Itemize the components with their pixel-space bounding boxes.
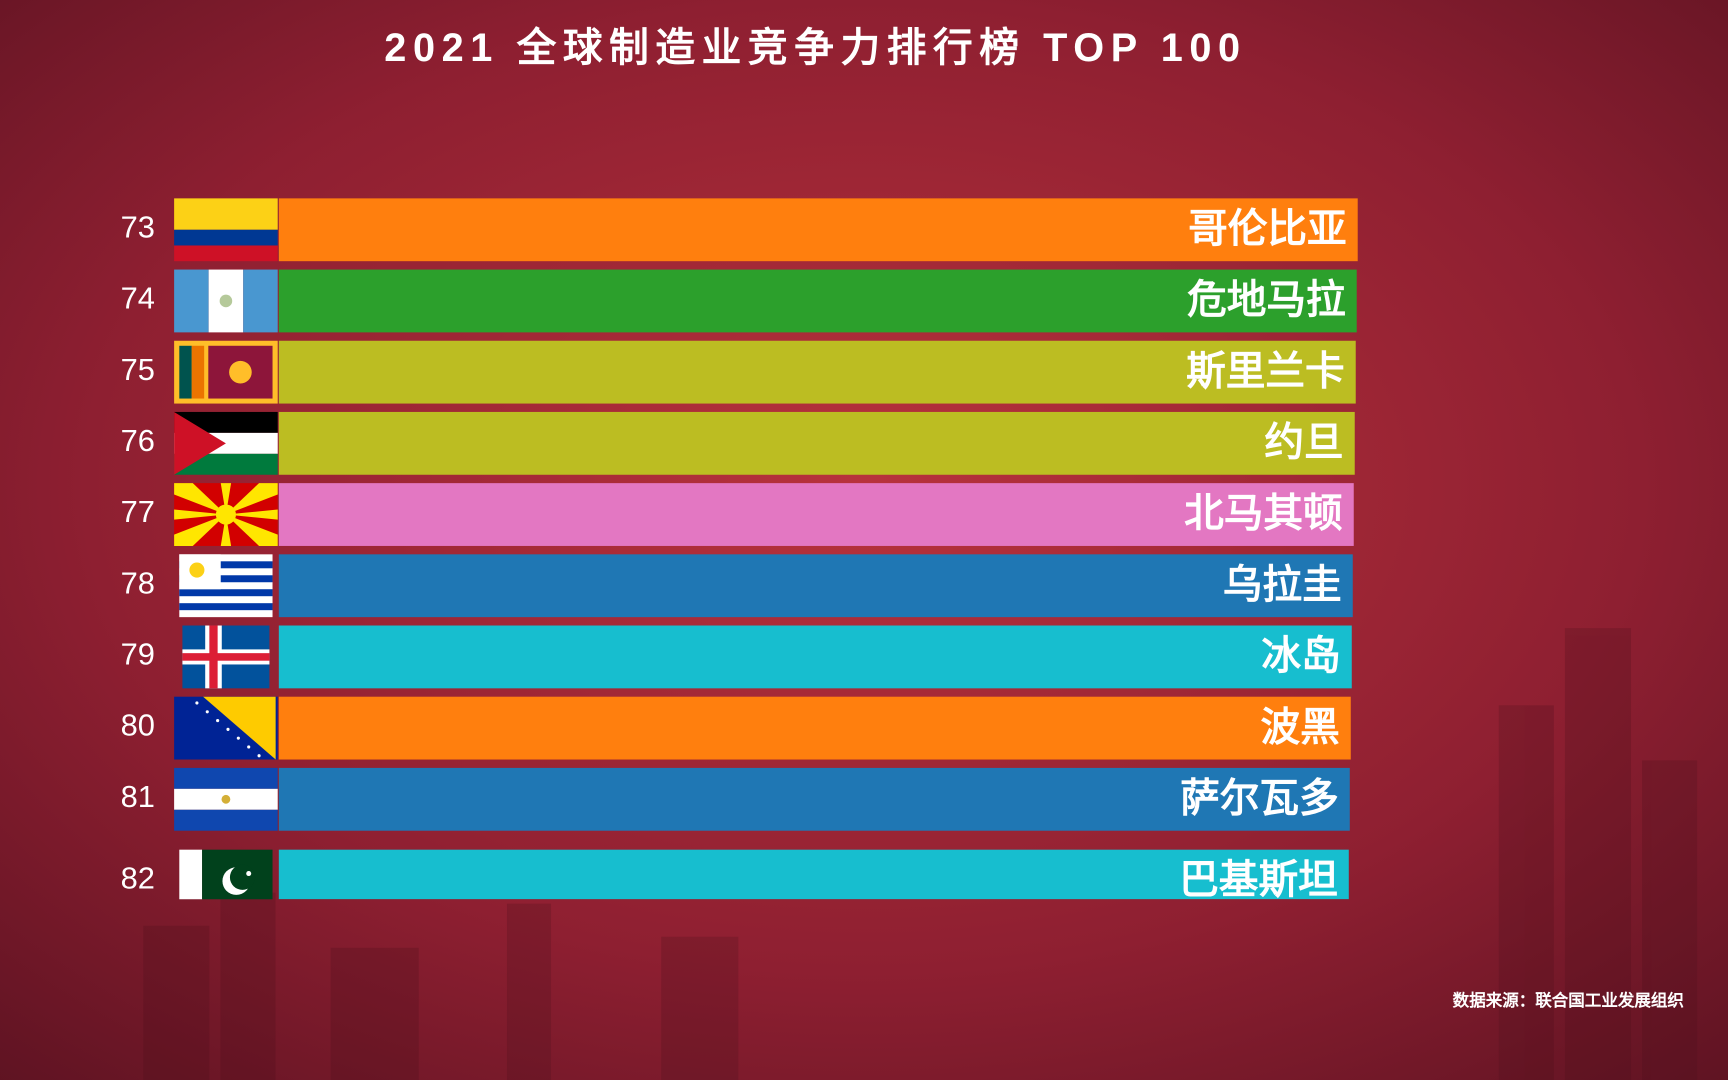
flag-part bbox=[257, 754, 261, 758]
flag-part bbox=[220, 514, 232, 546]
country-name: 哥伦比亚 bbox=[1188, 207, 1347, 251]
flag-part bbox=[215, 504, 236, 525]
flag-part bbox=[225, 509, 278, 520]
flag-part bbox=[179, 603, 273, 611]
flag-part bbox=[203, 696, 276, 760]
rank-label: 74 bbox=[121, 281, 155, 316]
ranking-row: 79 冰岛 bbox=[121, 625, 1352, 689]
country-name: 危地马拉 bbox=[1187, 278, 1346, 322]
flag-part bbox=[243, 269, 278, 333]
rank-label: 77 bbox=[121, 494, 155, 529]
flag-part bbox=[225, 514, 278, 546]
flag-part bbox=[221, 794, 231, 804]
flag bbox=[174, 340, 278, 404]
rank-label: 75 bbox=[121, 352, 155, 387]
bar bbox=[278, 767, 1350, 831]
rank-label: 73 bbox=[121, 209, 155, 244]
flag bbox=[174, 411, 278, 475]
flag bbox=[174, 696, 278, 760]
ranking-row: 73 哥伦比亚 bbox=[121, 198, 1358, 262]
bar bbox=[278, 849, 1349, 900]
flag-part bbox=[246, 871, 252, 877]
flag-part bbox=[219, 294, 233, 308]
bar bbox=[278, 411, 1355, 475]
country-name: 斯里兰卡 bbox=[1186, 349, 1345, 393]
ranking-row: 76 约旦 bbox=[121, 411, 1355, 475]
country-name: 乌拉圭 bbox=[1223, 563, 1342, 607]
flag-part bbox=[174, 809, 278, 831]
flag-part bbox=[179, 345, 192, 399]
flag-part bbox=[174, 514, 226, 546]
rank-label: 76 bbox=[121, 423, 155, 458]
flag-part bbox=[174, 767, 278, 789]
flag-part bbox=[229, 864, 256, 890]
country-name: 萨尔瓦多 bbox=[1180, 776, 1339, 820]
bar bbox=[278, 625, 1352, 689]
flag-part bbox=[220, 483, 232, 515]
rows: 73 哥伦比亚 74 危地马拉 75 斯里兰卡 76 约旦 77 北马其顿 78 乌拉圭 79 冰岛 80 波… bbox=[121, 198, 1358, 902]
bar bbox=[278, 198, 1358, 262]
flag-part bbox=[229, 360, 252, 384]
flag-part bbox=[174, 229, 278, 246]
flag-part bbox=[247, 745, 251, 749]
ranking-row: 81 萨尔瓦多 bbox=[121, 767, 1350, 831]
flag-part bbox=[225, 483, 278, 515]
chart-title: 2021 全球制造业竞争力排行榜 TOP 100 bbox=[384, 25, 1246, 70]
rank-label: 82 bbox=[121, 861, 155, 896]
rank-label: 81 bbox=[121, 779, 155, 814]
bar bbox=[278, 340, 1356, 404]
city-skyline bbox=[143, 628, 1698, 1080]
flag-part bbox=[182, 653, 270, 661]
ranking-row: 78 乌拉圭 bbox=[121, 554, 1353, 618]
flag-part bbox=[174, 245, 278, 262]
ranking-row: 74 危地马拉 bbox=[121, 269, 1357, 333]
flag bbox=[174, 269, 278, 333]
bar bbox=[278, 483, 1354, 546]
flag-part bbox=[179, 589, 273, 597]
flag-part bbox=[174, 483, 226, 515]
flag-part bbox=[236, 736, 240, 740]
bar bbox=[278, 696, 1351, 760]
source-note: 数据来源：联合国工业发展组织 bbox=[1453, 990, 1684, 1010]
country-name: 波黑 bbox=[1260, 705, 1339, 749]
bar bbox=[278, 554, 1353, 618]
country-name: 巴基斯坦 bbox=[1179, 858, 1338, 902]
flag bbox=[174, 198, 278, 262]
flag bbox=[174, 767, 278, 831]
flag-part bbox=[179, 849, 203, 900]
flag bbox=[174, 483, 278, 546]
ranking-row: 77 北马其顿 bbox=[121, 483, 1354, 546]
flag-part bbox=[174, 269, 209, 333]
rank-label: 78 bbox=[121, 565, 155, 600]
ranking-row: 82 巴基斯坦 bbox=[121, 849, 1349, 902]
flag bbox=[182, 625, 270, 689]
flag-part bbox=[179, 561, 273, 569]
flag-part bbox=[195, 701, 199, 705]
country-name: 冰岛 bbox=[1261, 634, 1340, 678]
rank-label: 79 bbox=[121, 637, 155, 672]
flag-part bbox=[216, 719, 220, 723]
flag-part bbox=[174, 198, 278, 230]
country-name: 北马其顿 bbox=[1184, 492, 1343, 536]
flag-part bbox=[174, 509, 226, 520]
rank-label: 80 bbox=[121, 708, 155, 743]
flag bbox=[179, 554, 273, 618]
country-name: 约旦 bbox=[1264, 420, 1343, 464]
bar bbox=[278, 269, 1357, 333]
flag bbox=[179, 849, 273, 900]
flag-part bbox=[226, 727, 230, 731]
flag-part bbox=[189, 562, 205, 578]
ranking-row: 75 斯里兰卡 bbox=[121, 340, 1356, 404]
flag-part bbox=[191, 345, 205, 399]
flag-part bbox=[205, 710, 209, 714]
flag-part bbox=[174, 411, 226, 475]
ranking-row: 80 波黑 bbox=[121, 696, 1351, 760]
flag-part bbox=[179, 575, 273, 583]
